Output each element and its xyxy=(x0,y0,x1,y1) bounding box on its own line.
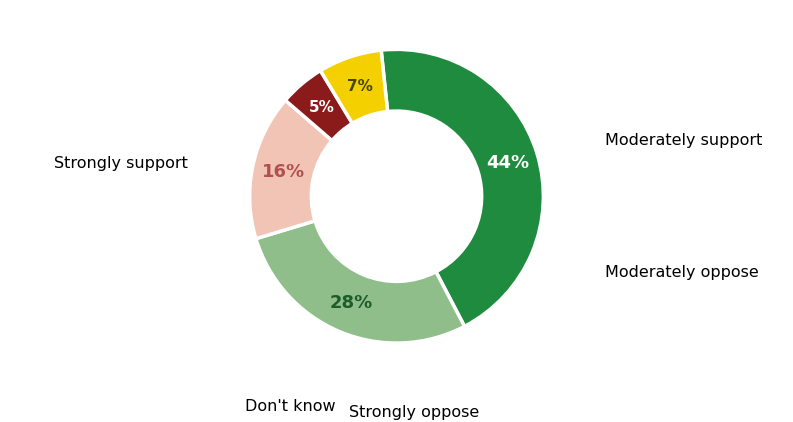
Text: Moderately oppose: Moderately oppose xyxy=(605,265,759,280)
Wedge shape xyxy=(285,70,352,141)
Wedge shape xyxy=(256,221,465,343)
Wedge shape xyxy=(250,100,332,239)
Text: 5%: 5% xyxy=(308,100,335,115)
Text: Strongly support: Strongly support xyxy=(54,157,188,171)
Wedge shape xyxy=(381,49,543,326)
Text: 7%: 7% xyxy=(347,79,373,94)
Text: 16%: 16% xyxy=(262,163,305,181)
Text: Don't know: Don't know xyxy=(246,399,336,414)
Text: 28%: 28% xyxy=(330,294,374,312)
Text: 44%: 44% xyxy=(486,154,529,172)
Text: Moderately support: Moderately support xyxy=(605,133,762,148)
Text: Strongly oppose: Strongly oppose xyxy=(349,405,479,420)
Wedge shape xyxy=(320,50,388,123)
